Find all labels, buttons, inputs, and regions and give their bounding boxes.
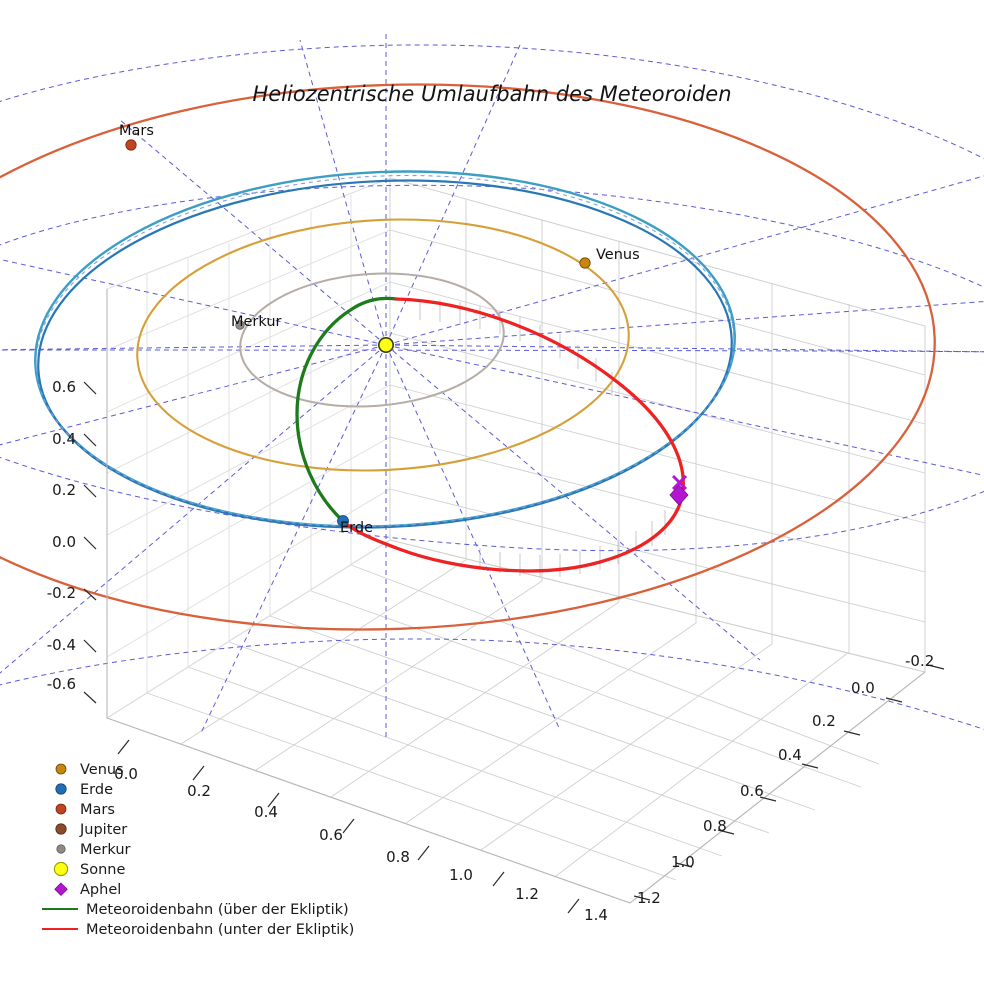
legend-marker-sonne (53, 861, 69, 877)
mars-label: Mars (119, 123, 154, 139)
y-axis-spine (629, 671, 926, 904)
legend: Venus Erde Mars Jupiter Merkur Sonne Aph… (42, 762, 354, 938)
venus-marker[interactable] (579, 257, 591, 269)
x-tick-label: 0.0 (114, 765, 138, 783)
venus-label: Venus (596, 247, 640, 263)
z-tick-label: 0.4 (52, 430, 76, 448)
z-tick-label: 0.2 (52, 481, 76, 499)
legend-label-sonne: Sonne (80, 862, 125, 878)
mercury-marker[interactable] (235, 320, 245, 330)
venus-orbit (136, 218, 630, 472)
y-tick-label: 1.0 (671, 853, 695, 871)
spoke-nw (299, 39, 387, 346)
ref-ring-lower (0, 456, 984, 552)
legend-marker-jupiter (55, 823, 67, 835)
legend-marker-merkur (56, 844, 66, 854)
legend-label-venus: Venus (80, 762, 124, 778)
z-axis-ticks (83, 381, 97, 704)
spoke-nw2 (119, 119, 387, 346)
legend-label-merkur: Merkur (80, 842, 131, 858)
jupiter-orbit-dashed (0, 44, 984, 160)
legend-marker-mars (55, 803, 67, 815)
x-tick-label: 0.4 (254, 803, 278, 821)
legend-marker-aphel (54, 882, 68, 896)
spoke-e1 (385, 301, 984, 346)
legend-label-meteoroid-below: Meteoroidenbahn (unter der Ekliptik) (86, 922, 354, 938)
z-tick-label: 0.6 (52, 378, 76, 396)
y-tick-label: 0.8 (703, 817, 727, 835)
spoke-sw (199, 344, 387, 736)
earth-orbit (37, 179, 733, 529)
mercury-orbit (239, 272, 505, 408)
spoke-w2 (0, 344, 387, 351)
z-tick-label: -0.4 (47, 636, 76, 654)
x-axis-ticks (117, 739, 580, 914)
legend-label-erde: Erde (80, 782, 113, 798)
legend-label-meteoroid-above: Meteoroidenbahn (über der Ekliptik) (86, 902, 349, 918)
y-tick-label: 0.2 (812, 712, 836, 730)
planet-markers (125, 139, 689, 527)
earth-marker[interactable] (337, 515, 349, 527)
x-tick-label: 0.2 (187, 782, 211, 800)
aphel-marker[interactable] (669, 484, 689, 506)
y-axis-ticks (633, 664, 945, 901)
reference-dashed-lines (0, 30, 984, 740)
earth-orbit-dashed (35, 174, 735, 528)
meteoroid-orbit-above-ecliptic (295, 296, 398, 523)
y-tick-labels: -0.2 0.0 0.2 0.4 0.6 0.8 1.0 1.2 (637, 652, 934, 907)
axes-panes (105, 177, 927, 904)
legend-marker-venus (55, 763, 67, 775)
spoke-e2 (385, 344, 984, 353)
x-tick-label: 1.4 (584, 906, 608, 924)
spoke-se2 (385, 344, 761, 661)
y-tick-label: 0.4 (778, 746, 802, 764)
z-tick-label: 0.0 (52, 533, 76, 551)
right-wall-grid (389, 177, 926, 673)
sun-marker[interactable] (377, 336, 394, 353)
z-tick-label: -0.2 (47, 584, 76, 602)
legend-label-mars: Mars (80, 802, 115, 818)
y-tick-label: 0.6 (740, 782, 764, 800)
x-tick-labels: 0.0 0.2 0.4 0.6 0.8 1.0 1.2 1.4 (114, 765, 608, 924)
spoke-ne (385, 44, 521, 346)
legend-marker-erde (55, 783, 67, 795)
x-tick-label: 1.2 (515, 885, 539, 903)
ref-ring-mid (0, 349, 984, 353)
x-tick-label: 0.6 (319, 826, 343, 844)
x-tick-label: 1.0 (449, 866, 473, 884)
spoke-w4 (0, 344, 387, 674)
y-tick-label: -0.2 (905, 652, 934, 670)
ref-ring-upper (0, 184, 984, 288)
mars-marker[interactable] (125, 139, 137, 151)
chart-title: Heliozentrische Umlaufbahn des Meteoroid… (252, 82, 731, 106)
y-tick-label: 0.0 (851, 679, 875, 697)
aphel-cross-icon (671, 474, 688, 491)
z-tick-labels: 0.6 0.4 0.2 0.0 -0.2 -0.4 -0.6 (47, 378, 76, 693)
y-tick-label: 1.2 (637, 889, 661, 907)
spoke-w1 (0, 258, 387, 346)
erde-label: Erde (340, 520, 373, 536)
merkur-label: Merkur (231, 314, 282, 330)
spoke-w3 (0, 344, 387, 446)
axis-spines (106, 289, 926, 904)
x-axis-spine (106, 717, 631, 904)
x-tick-label: 0.8 (386, 848, 410, 866)
mars-orbit (0, 83, 936, 631)
spoke-se (385, 344, 561, 731)
legend-label-jupiter: Jupiter (79, 822, 127, 838)
legend-label-aphel: Aphel (80, 882, 121, 898)
spoke-e3 (385, 344, 984, 476)
z-tick-label: -0.6 (47, 675, 76, 693)
meteoroid-orbit-below-ecliptic (341, 297, 685, 573)
